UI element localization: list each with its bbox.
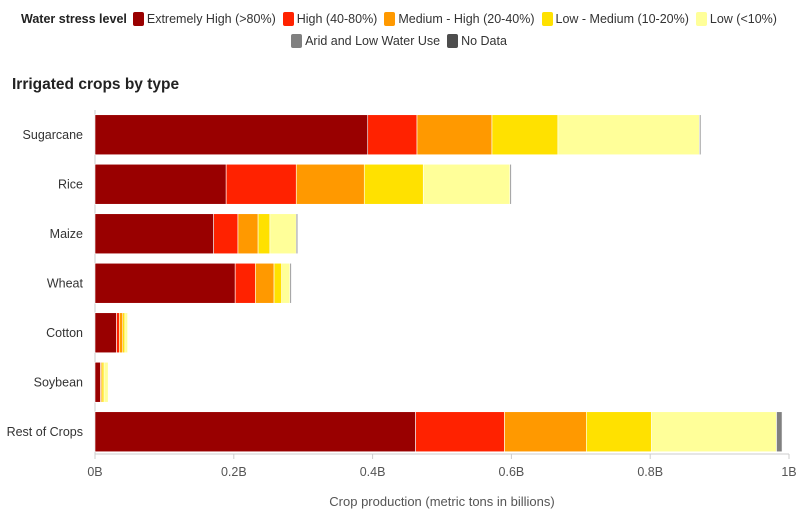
legend-swatch bbox=[282, 12, 294, 26]
x-tick-label: 0.6B bbox=[499, 465, 525, 479]
bar-segment bbox=[101, 361, 105, 403]
bar-segment bbox=[491, 114, 559, 156]
bar-segment bbox=[122, 312, 126, 354]
bar-segment bbox=[367, 114, 418, 156]
legend-swatch bbox=[132, 12, 144, 26]
bar-segment bbox=[116, 312, 120, 354]
x-tick-label: 0.2B bbox=[221, 465, 247, 479]
legend-item[interactable]: Arid and Low Water Use bbox=[291, 34, 440, 48]
chart-subtitle: Irrigated crops by type bbox=[12, 76, 180, 93]
bar-segment bbox=[295, 163, 365, 205]
category-label: Rest of Crops bbox=[7, 425, 83, 439]
bar-segment bbox=[94, 312, 117, 354]
legend-swatch bbox=[447, 34, 459, 48]
bar-segment bbox=[509, 163, 512, 205]
legend-label: High (40-80%) bbox=[296, 12, 378, 26]
bar-segment bbox=[225, 163, 297, 205]
category-label: Cotton bbox=[46, 326, 83, 340]
bar-segment bbox=[94, 361, 101, 403]
bar-segment bbox=[94, 411, 416, 453]
legend-label: Low - Medium (10-20%) bbox=[555, 12, 689, 26]
bar-segment bbox=[776, 411, 783, 453]
legend-item[interactable]: Extremely High (>80%) bbox=[132, 12, 276, 26]
legend-row: Arid and Low Water Use No Data bbox=[0, 30, 805, 52]
bar-segment bbox=[94, 262, 236, 304]
x-tick-label: 0.4B bbox=[360, 465, 386, 479]
bar-segment bbox=[295, 213, 298, 255]
legend-item[interactable]: Low - Medium (10-20%) bbox=[541, 12, 689, 26]
legend-row: Water stress level Extremely High (>80%)… bbox=[0, 8, 805, 30]
category-label: Wheat bbox=[47, 276, 84, 290]
bar-segment bbox=[94, 114, 369, 156]
bar-segment bbox=[363, 163, 424, 205]
legend-swatch bbox=[695, 12, 707, 26]
chart-legend: Water stress level Extremely High (>80%)… bbox=[0, 8, 805, 52]
category-label: Maize bbox=[50, 227, 83, 241]
bar-segment bbox=[213, 213, 239, 255]
bar-segment bbox=[255, 262, 275, 304]
x-tick-label: 0B bbox=[87, 465, 102, 479]
bar-segment bbox=[124, 312, 128, 354]
bar-segment bbox=[415, 411, 505, 453]
bar-segment bbox=[416, 114, 493, 156]
legend-label: Low (<10%) bbox=[709, 12, 777, 26]
bar-segment bbox=[94, 213, 214, 255]
legend-swatch bbox=[384, 12, 396, 26]
bar-segment bbox=[557, 114, 700, 156]
bar-segment bbox=[586, 411, 652, 453]
bar-segment bbox=[269, 213, 297, 255]
bar-segment bbox=[281, 262, 291, 304]
legend-swatch bbox=[291, 34, 303, 48]
x-axis-title: Crop production (metric tons in billions… bbox=[329, 494, 554, 509]
bar-segment bbox=[651, 411, 777, 453]
bar-segment bbox=[234, 262, 256, 304]
legend-swatch bbox=[541, 12, 553, 26]
bar-segment bbox=[94, 163, 227, 205]
bar-segment bbox=[273, 262, 282, 304]
bar-segment bbox=[237, 213, 259, 255]
x-tick-label: 0.8B bbox=[637, 465, 663, 479]
legend-item[interactable]: No Data bbox=[447, 34, 507, 48]
legend-title: Water stress level bbox=[21, 12, 127, 26]
bar-segment bbox=[289, 262, 292, 304]
bar-segment bbox=[103, 361, 109, 403]
legend-item[interactable]: Low (<10%) bbox=[695, 12, 777, 26]
category-label: Soybean bbox=[34, 375, 83, 389]
bar-segment bbox=[504, 411, 587, 453]
bar-segment bbox=[257, 213, 271, 255]
x-tick-label: 1B bbox=[781, 465, 796, 479]
bar-segment bbox=[699, 114, 702, 156]
legend-label: Extremely High (>80%) bbox=[146, 12, 276, 26]
bar-segment bbox=[422, 163, 511, 205]
bar-segment bbox=[118, 312, 124, 354]
legend-label: No Data bbox=[461, 34, 507, 48]
legend-label: Arid and Low Water Use bbox=[305, 34, 441, 48]
category-label: Rice bbox=[58, 177, 83, 191]
legend-item[interactable]: Medium - High (20-40%) bbox=[384, 12, 535, 26]
legend-item[interactable]: High (40-80%) bbox=[282, 12, 378, 26]
category-label: Sugarcane bbox=[23, 128, 84, 142]
legend-label: Medium - High (20-40%) bbox=[398, 12, 535, 26]
